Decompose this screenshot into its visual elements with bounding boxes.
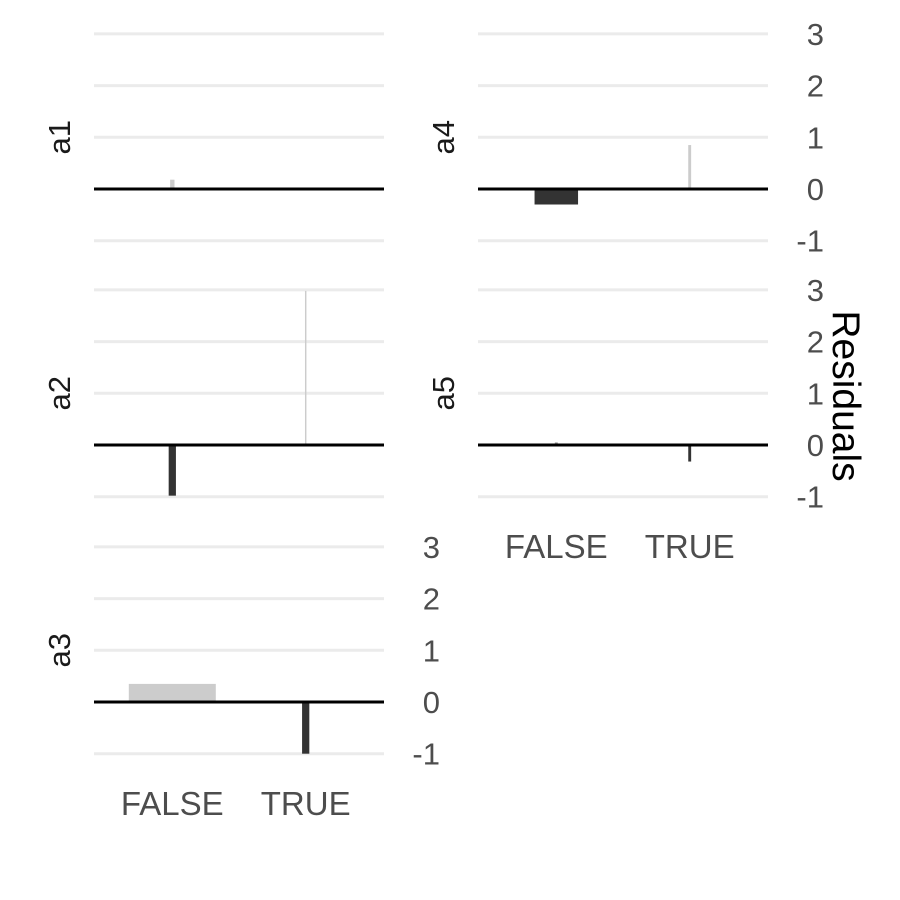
panel-a5: a5 -1 0 1 2 3 FALSE TRUE [426, 273, 824, 565]
strip-label-a1: a1 [42, 120, 77, 154]
y-axis-title: Residuals [824, 310, 867, 481]
y-tick-label: -1 [796, 224, 824, 259]
y-tick-label: 0 [807, 428, 824, 463]
strip-label-a4: a4 [426, 120, 461, 154]
panels-layer: a1 a4 -1 0 1 2 3 a2 a5 -1 0 1 2 3 FALSE TRUE a3 -1 0 1 2 3 FAL… [42, 17, 824, 822]
y-tick-label: 1 [423, 633, 440, 668]
x-tick-label-true: TRUE [261, 785, 351, 822]
y-tick-label: -1 [796, 480, 824, 515]
bar-a3-true [302, 702, 310, 754]
panel-a2: a2 [42, 288, 384, 499]
y-tick-label: 1 [807, 376, 824, 411]
bar-a4-false [534, 189, 579, 205]
bar-a4-true [688, 145, 692, 189]
bar-a2-true [304, 290, 307, 445]
y-tick-label: 3 [807, 273, 824, 308]
x-tick-label-false: FALSE [505, 528, 608, 565]
y-tick-label: -1 [412, 737, 440, 772]
bar-a5-true [688, 445, 692, 462]
panel-a4: a4 -1 0 1 2 3 [426, 17, 824, 259]
y-tick-label: 0 [807, 172, 824, 207]
strip-label-a5: a5 [426, 376, 461, 410]
panel-a1: a1 [42, 32, 384, 243]
bar-a2-false [168, 445, 176, 496]
y-tick-label: 2 [807, 69, 824, 104]
bar-a3-false [128, 683, 216, 702]
y-tick-label: 1 [807, 120, 824, 155]
y-tick-label: 2 [423, 582, 440, 617]
y-tick-label: 3 [423, 530, 440, 565]
strip-label-a2: a2 [42, 376, 77, 410]
bar-a1-false [170, 179, 175, 189]
panel-a3: a3 -1 0 1 2 3 FALSE TRUE [42, 530, 440, 822]
y-tick-label: 0 [423, 685, 440, 720]
x-tick-label-true: TRUE [645, 528, 735, 565]
strip-label-a3: a3 [42, 633, 77, 667]
x-tick-label-false: FALSE [121, 785, 224, 822]
y-tick-label: 2 [807, 325, 824, 360]
y-tick-label: 3 [807, 17, 824, 52]
